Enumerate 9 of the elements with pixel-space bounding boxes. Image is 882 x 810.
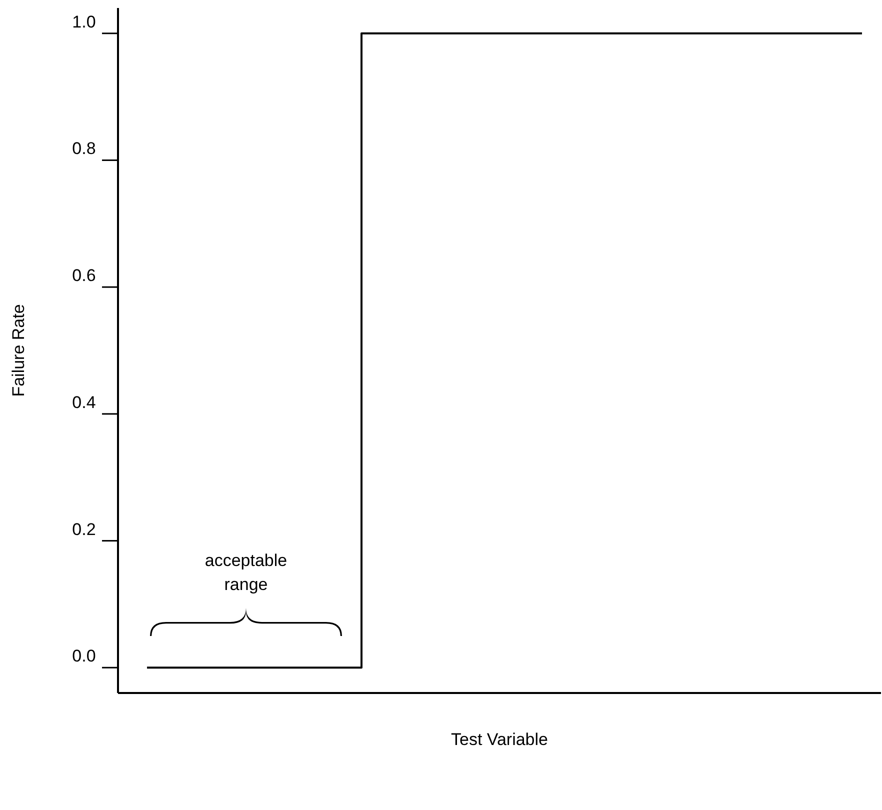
- annotation: acceptable range: [204, 551, 288, 594]
- y-tick-label: 0.4: [72, 392, 96, 412]
- x-axis-title: Test Variable: [450, 730, 548, 749]
- y-axis-title: Failure Rate: [9, 304, 28, 397]
- y-tick-label: 0.8: [72, 139, 96, 158]
- y-tick-label: 0.2: [72, 520, 96, 539]
- y-tick-label: 0.0: [72, 646, 96, 666]
- y-tick-label: 1.0: [72, 12, 96, 32]
- y-tick-label: 0.6: [72, 266, 96, 286]
